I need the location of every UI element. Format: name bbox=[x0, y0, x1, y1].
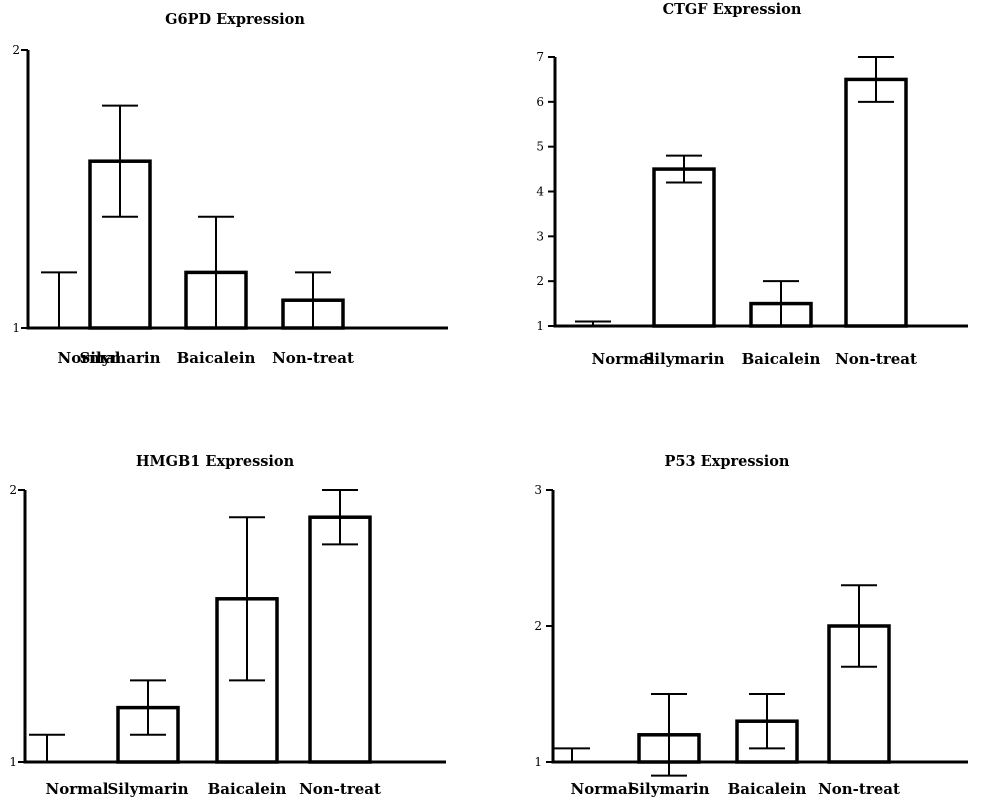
bar-silymarin bbox=[652, 167, 716, 328]
x-category-label: Silymarin bbox=[107, 780, 188, 798]
bar-non-treat bbox=[844, 77, 908, 328]
y-tick-label: 1 bbox=[9, 755, 17, 769]
x-category-label: Normal bbox=[46, 780, 109, 798]
y-tick-label: 5 bbox=[536, 140, 544, 154]
x-category-label: Non-treat bbox=[818, 780, 900, 798]
chart-title: HMGB1 Expression bbox=[136, 453, 295, 470]
y-tick-label: 2 bbox=[12, 43, 20, 57]
x-category-label: Non-treat bbox=[835, 350, 917, 368]
x-category-label: Silymarin bbox=[643, 350, 724, 368]
x-category-label: Baicalein bbox=[728, 780, 807, 798]
y-tick-label: 7 bbox=[536, 50, 544, 64]
x-category-label: Non-treat bbox=[299, 780, 381, 798]
y-tick-label: 1 bbox=[534, 755, 542, 769]
y-tick-label: 3 bbox=[536, 229, 544, 243]
x-category-label: Normal bbox=[592, 350, 655, 368]
x-category-label: Non-treat bbox=[272, 349, 354, 367]
x-category-label: Silymarin bbox=[628, 780, 709, 798]
x-category-label: Baicalein bbox=[742, 350, 821, 368]
bar-non-treat bbox=[308, 515, 372, 764]
y-tick-label: 2 bbox=[534, 619, 542, 633]
chart-title: CTGF Expression bbox=[663, 1, 802, 18]
y-tick-label: 1 bbox=[12, 321, 20, 335]
y-tick-label: 6 bbox=[536, 95, 544, 109]
x-category-label: Normal bbox=[571, 780, 634, 798]
y-tick-label: 2 bbox=[536, 274, 544, 288]
chart-title: P53 Expression bbox=[665, 453, 790, 470]
y-tick-label: 4 bbox=[536, 185, 544, 199]
chart-panel-3: HMGB1 Expression 1 2 Normal Silymarin Baicale… bbox=[9, 453, 446, 798]
chart-title: G6PD Expression bbox=[165, 11, 305, 28]
x-category-label: Normal bbox=[58, 349, 121, 367]
y-tick-label: 3 bbox=[534, 483, 542, 497]
y-tick-label: 1 bbox=[536, 319, 544, 333]
y-tick-label: 2 bbox=[9, 483, 17, 497]
x-category-label: Silymarin bbox=[79, 349, 160, 367]
x-category-label: Baicalein bbox=[177, 349, 256, 367]
x-category-label: Baicalein bbox=[208, 780, 287, 798]
